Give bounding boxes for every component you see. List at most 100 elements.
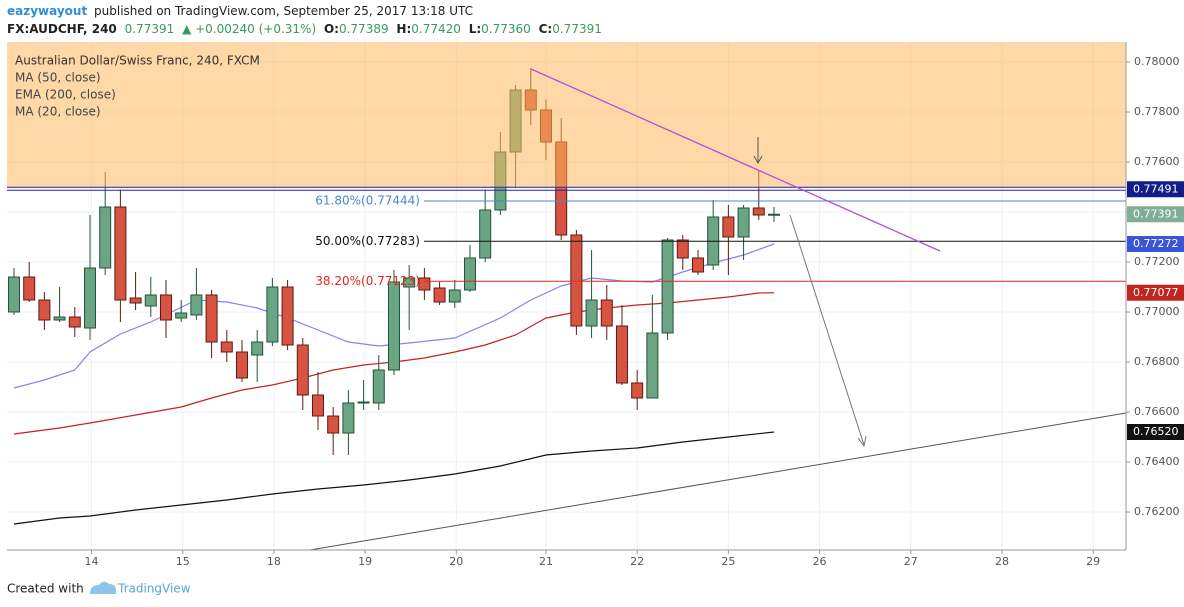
x-tick-label: 15 xyxy=(176,555,190,568)
candle-body xyxy=(570,234,583,327)
candle-body xyxy=(615,325,628,384)
x-tick-label: 29 xyxy=(1086,555,1100,568)
legend-title: Australian Dollar/Swiss Franc, 240, FXCM xyxy=(15,54,260,68)
candle-body xyxy=(38,299,51,321)
candle-body xyxy=(235,351,248,379)
footer-brand: TradingView xyxy=(117,582,191,596)
y-tick-label: 0.77000 xyxy=(1134,305,1180,318)
candle-body xyxy=(53,316,66,321)
candle-body xyxy=(7,276,20,313)
y-tick-label: 0.77600 xyxy=(1134,155,1180,168)
candle-body xyxy=(327,415,340,434)
candle-body xyxy=(266,286,279,343)
support-trendline xyxy=(309,412,1127,551)
y-tick-label: 0.76400 xyxy=(1134,455,1180,468)
candle-body xyxy=(448,289,461,303)
candle-body xyxy=(600,299,613,327)
arrow-head xyxy=(753,155,763,165)
fib-label: 38.20%(0.77123) xyxy=(315,274,420,288)
author: eazywayout xyxy=(7,4,87,18)
candle-body xyxy=(311,394,324,417)
legend-entry: MA (50, close) xyxy=(15,71,101,85)
header-line-2: FX:AUDCHF, 240 0.77391 ▲ +0.00240 (+0.31… xyxy=(7,22,602,36)
candle-body xyxy=(190,294,203,316)
candle-body xyxy=(357,401,370,404)
arrow-forecast xyxy=(789,214,865,446)
candle-body xyxy=(585,299,598,327)
ohlc-label: L: xyxy=(469,22,481,36)
candle-body xyxy=(646,332,659,399)
price-tag-label: 0.77077 xyxy=(1133,286,1179,299)
x-tick-label: 14 xyxy=(85,555,99,568)
candle-body xyxy=(631,382,644,399)
ma-line xyxy=(13,431,775,525)
candle-body xyxy=(722,216,735,238)
price-tag xyxy=(1127,181,1184,198)
arrow-head xyxy=(857,435,867,448)
candle-body xyxy=(752,207,765,216)
candle-body xyxy=(387,281,400,371)
change: ▲ +0.00240 (+0.31%) xyxy=(182,22,316,36)
plot: 0.76200 0.76400 0.76600 0.76800 0.77000 0.772… xyxy=(7,42,1184,568)
candle-body xyxy=(737,207,750,238)
header-line-1: eazywayout published on TradingView.com,… xyxy=(7,4,473,18)
x-tick-label: 18 xyxy=(267,555,281,568)
price-tag-label: 0.77491 xyxy=(1133,182,1179,195)
price-tag xyxy=(1127,206,1184,223)
ohlc-value: 0.77389 xyxy=(339,22,389,36)
candle-body xyxy=(342,402,355,434)
candle-body xyxy=(767,213,780,216)
legend-entry: EMA (200, close) xyxy=(15,88,116,102)
x-tick-label: 27 xyxy=(904,555,918,568)
resistance-trendline xyxy=(530,68,941,252)
last-price: 0.77391 xyxy=(125,22,175,36)
price-tag xyxy=(1127,424,1184,440)
fib-label: 61.80%(0.77444) xyxy=(315,194,420,208)
y-tick-label: 0.77800 xyxy=(1134,105,1180,118)
y-tick-label: 0.77200 xyxy=(1134,255,1180,268)
candle-body xyxy=(479,209,492,259)
candle-body xyxy=(433,287,446,303)
ohlc-label: C: xyxy=(539,22,553,36)
legend-entry: MA (20, close) xyxy=(15,105,101,119)
candle-body xyxy=(418,277,431,291)
candle-body xyxy=(372,369,385,404)
symbol: FX:AUDCHF, 240 xyxy=(7,22,117,36)
price-tag-label: 0.77391 xyxy=(1133,207,1179,220)
candle-body xyxy=(691,257,704,273)
x-tick-label: 19 xyxy=(358,555,372,568)
x-tick-label: 25 xyxy=(721,555,735,568)
x-tick-label: 20 xyxy=(449,555,463,568)
candle-body xyxy=(83,267,96,329)
y-tick-label: 0.76600 xyxy=(1134,405,1180,418)
fib-label: 50.00%(0.77283) xyxy=(315,234,420,248)
brand-logo xyxy=(90,581,116,594)
candle-body xyxy=(23,276,36,301)
candle-body xyxy=(114,206,127,301)
y-tick-label: 0.78000 xyxy=(1134,55,1180,68)
price-tag xyxy=(1127,236,1184,252)
published: published on TradingView.com, September … xyxy=(94,4,473,18)
x-tick-label: 22 xyxy=(630,555,644,568)
candle-body xyxy=(129,297,142,304)
candle-body xyxy=(159,294,172,321)
ohlc-label: H: xyxy=(396,22,411,36)
ohlc-value: 0.77420 xyxy=(411,22,461,36)
price-tag xyxy=(1127,284,1184,301)
x-tick-label: 21 xyxy=(539,555,553,568)
candle-body xyxy=(296,344,309,396)
ohlc-value: 0.77360 xyxy=(481,22,531,36)
y-tick-label: 0.76200 xyxy=(1134,505,1180,518)
candle-body xyxy=(281,286,294,346)
price-tag-label: 0.76520 xyxy=(1133,425,1179,438)
candle-body xyxy=(99,206,112,269)
ohlc-value: 0.77391 xyxy=(552,22,602,36)
candle-body xyxy=(175,312,188,319)
y-tick-label: 0.76800 xyxy=(1134,355,1180,368)
candle-body xyxy=(220,341,233,353)
candle-body xyxy=(205,294,218,343)
candle-body xyxy=(661,239,674,334)
candle-body xyxy=(68,316,81,328)
